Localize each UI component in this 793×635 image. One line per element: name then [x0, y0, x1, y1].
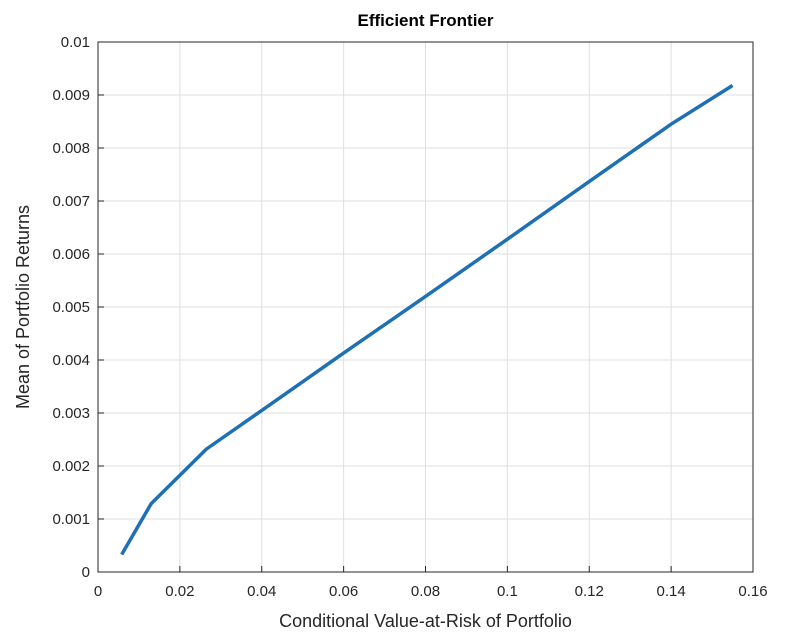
y-tick-label: 0.002	[52, 458, 90, 475]
x-tick-label: 0.02	[165, 583, 194, 600]
y-tick-label: 0.006	[52, 246, 90, 263]
x-tick-label: 0.16	[738, 583, 767, 600]
y-tick-label: 0	[82, 564, 90, 581]
y-axis-title: Mean of Portfolio Returns	[13, 205, 33, 409]
y-tick-label: 0.005	[52, 299, 90, 316]
x-tick-label: 0.08	[411, 583, 440, 600]
y-tick-label: 0.003	[52, 405, 90, 422]
x-tick-label: 0.14	[657, 583, 686, 600]
y-tick-label: 0.008	[52, 140, 90, 157]
y-tick-label: 0.001	[52, 511, 90, 528]
y-tick-label: 0.004	[52, 352, 90, 369]
frontier-line	[120, 84, 734, 556]
ticks: 0 0.02 0.04 0.06 0.08 0.1 0.12 0.14 0.16 0 0.001 0.…	[52, 34, 767, 600]
series-layer	[120, 84, 734, 556]
x-tick-label: 0.04	[247, 583, 276, 600]
x-tick-label: 0.12	[575, 583, 604, 600]
y-tick-label: 0.009	[52, 87, 90, 104]
x-axis-title: Conditional Value-at-Risk of Portfolio	[279, 611, 572, 631]
grid	[97, 41, 754, 573]
y-tick-label: 0.007	[52, 193, 90, 210]
x-tick-label: 0.1	[497, 583, 518, 600]
y-tick-label: 0.01	[61, 34, 90, 51]
chart-title: Efficient Frontier	[357, 11, 493, 30]
x-tick-label: 0	[94, 583, 102, 600]
x-tick-label: 0.06	[329, 583, 358, 600]
